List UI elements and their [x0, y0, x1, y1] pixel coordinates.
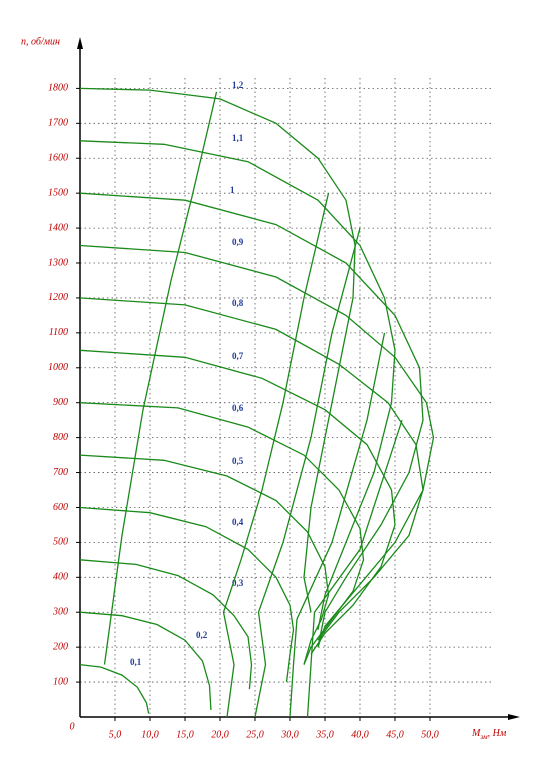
curve — [79, 454, 330, 665]
y-tick-label: 1500 — [48, 187, 68, 198]
curve — [79, 140, 396, 630]
y-tick-label: 900 — [53, 397, 68, 408]
y-axis-arrow — [77, 37, 83, 49]
x-tick-label: 10,0 — [141, 729, 159, 740]
y-tick-label: 700 — [53, 467, 68, 478]
curve-label: 0,8 — [232, 298, 244, 308]
y-tick-label: 1200 — [48, 292, 68, 303]
x-label-main: M — [471, 728, 481, 739]
curve — [79, 611, 212, 711]
curve-label: 0,5 — [232, 456, 244, 466]
x-tick-label: 5,0 — [109, 729, 122, 740]
x-tick-label: 15,0 — [176, 729, 194, 740]
y-tick-label: 100 — [53, 676, 68, 687]
curve — [79, 402, 365, 665]
curve-label: 1,1 — [232, 133, 244, 143]
y-tick-label: 400 — [53, 572, 68, 583]
y-tick-label: 1000 — [48, 362, 68, 373]
y-tick-label: 1800 — [48, 83, 68, 94]
curve — [306, 419, 403, 718]
curve — [79, 297, 424, 641]
curve-label: 0,1 — [130, 657, 142, 667]
x-tick-label: 30,0 — [280, 729, 299, 740]
x-axis-label: Mэм, Нм — [471, 728, 507, 740]
y-tick-label: 1300 — [48, 257, 68, 268]
y-tick-label: 1700 — [48, 118, 68, 129]
x-tick-label: 20,0 — [211, 729, 229, 740]
curve-label: 0,2 — [196, 630, 208, 640]
curve — [79, 192, 424, 648]
curve — [79, 663, 150, 714]
y-tick-label: 600 — [53, 502, 68, 513]
x-label-suffix: , Нм — [488, 728, 507, 739]
curve-label: 0,9 — [232, 237, 244, 247]
x-tick-label: 35,0 — [315, 729, 334, 740]
curve-label: 0,3 — [232, 578, 244, 588]
y-tick-label: 300 — [52, 607, 68, 618]
curve — [79, 559, 253, 690]
curve — [79, 244, 435, 648]
y-axis-label: n, об/мин — [21, 36, 60, 47]
y-tick-label: 1600 — [48, 153, 68, 164]
curve — [79, 349, 396, 655]
curve — [289, 332, 386, 718]
y-tick-label: 200 — [53, 641, 68, 652]
x-tick-label: 40,0 — [351, 729, 369, 740]
y-tick-label: 500 — [53, 537, 68, 548]
curve — [103, 91, 218, 665]
curve — [254, 227, 361, 718]
curve-label: 1,2 — [232, 80, 244, 90]
x-tick-label: 50,0 — [421, 729, 439, 740]
curve-label: 1 — [230, 185, 235, 195]
curve — [79, 506, 295, 683]
x-tick-label: 0 — [70, 721, 75, 732]
x-tick-label: 25,0 — [246, 729, 264, 740]
y-tick-label: 1400 — [48, 222, 68, 233]
x-axis-arrow — [508, 714, 520, 720]
x-label-sub: эм — [480, 733, 488, 741]
y-tick-label: 1100 — [49, 327, 68, 338]
curve-label: 0,7 — [232, 351, 244, 361]
curve — [222, 193, 330, 718]
curve-label: 0,6 — [232, 403, 244, 413]
curve-label: 0,4 — [232, 517, 244, 527]
y-tick-label: 800 — [53, 432, 68, 443]
x-tick-label: 45,0 — [386, 729, 404, 740]
